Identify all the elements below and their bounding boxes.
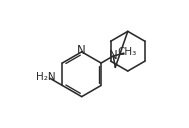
Text: H₂N: H₂N [36,72,55,82]
Text: N: N [77,44,86,57]
Text: N: N [109,49,118,62]
Text: CH₃: CH₃ [117,47,137,57]
